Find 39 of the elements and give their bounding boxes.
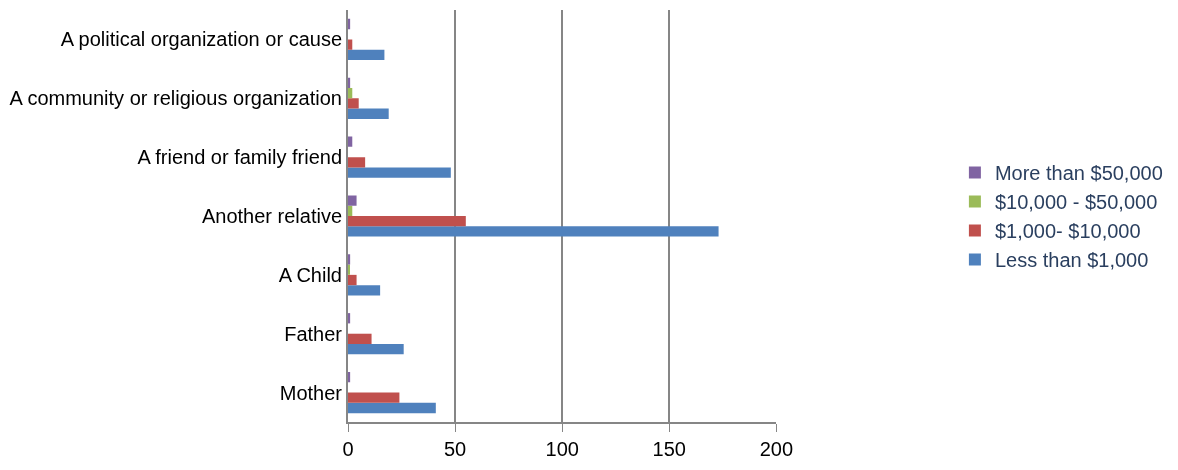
bar xyxy=(348,167,451,178)
legend-label: Less than $1,000 xyxy=(994,249,1149,272)
bar xyxy=(348,333,372,345)
bar xyxy=(348,344,404,355)
bar xyxy=(348,285,381,296)
bar xyxy=(348,39,353,50)
bar xyxy=(348,18,351,30)
legend-label: More than $50,000 xyxy=(994,162,1163,185)
bar xyxy=(348,402,436,414)
legend-label: $10,000 - $50,000 xyxy=(994,191,1158,214)
bar xyxy=(348,392,400,403)
bar xyxy=(348,87,353,99)
y-tick-label: Another relative xyxy=(201,205,342,227)
bar xyxy=(348,313,351,324)
bar xyxy=(348,108,389,119)
bar xyxy=(348,49,385,61)
bar xyxy=(348,195,357,206)
bar xyxy=(348,274,357,286)
bar xyxy=(348,371,351,383)
bar xyxy=(348,226,719,237)
y-tick-label: Mother xyxy=(279,381,343,404)
bar xyxy=(348,216,466,227)
y-tick-label: A friend or family friend xyxy=(137,146,342,169)
bar xyxy=(348,136,353,147)
y-tick-label: A Child xyxy=(278,263,342,286)
y-tick-label: A community or religious organization xyxy=(9,87,342,110)
x-tick-label: 150 xyxy=(652,438,686,460)
y-tick-label: A political organization or cause xyxy=(60,28,342,51)
bar xyxy=(348,98,359,109)
x-tick-label: 0 xyxy=(342,438,354,460)
y-tick-label: Father xyxy=(284,322,343,345)
x-tick-label: 50 xyxy=(443,438,467,460)
legend-label: $1,000- $10,000 xyxy=(994,220,1141,243)
bar xyxy=(348,157,366,168)
bar xyxy=(348,254,351,265)
bar xyxy=(348,205,353,216)
x-tick-label: 200 xyxy=(759,438,794,460)
x-tick-label: 100 xyxy=(545,438,579,460)
bar xyxy=(348,77,351,88)
